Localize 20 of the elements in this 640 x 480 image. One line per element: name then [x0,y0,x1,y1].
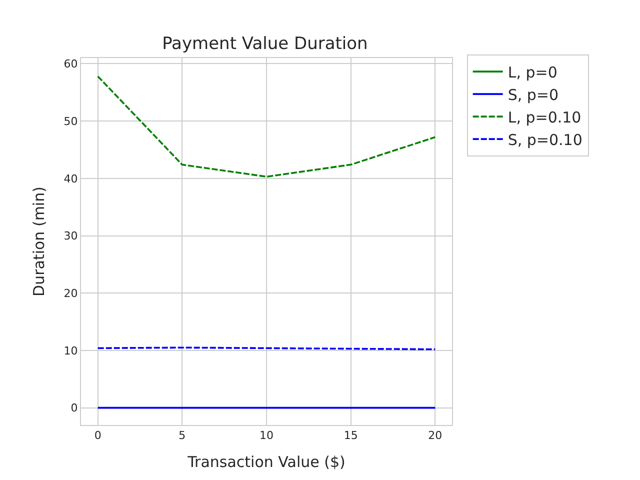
y-tick-label: 30 [64,230,78,243]
line-series [96,75,436,178]
y-tick-label: 40 [64,172,78,186]
x-tick-label: 20 [428,429,442,442]
legend-label: L, p=0.10 [508,108,582,126]
y-tick-label: 50 [64,114,78,128]
x-tick-label: 5 [178,429,186,442]
y-tick-label: 0 [70,402,78,415]
x-tick-label: 15 [344,429,358,442]
chart-title: Payment Value Duration [162,34,368,54]
x-axis-title: Transaction Value ($) [186,453,346,472]
legend-label: S, p=0.10 [508,130,582,149]
y-tick-label: 10 [64,344,78,358]
y-tick-label: 60 [64,58,78,71]
legend-label: L, p=0 [508,63,558,82]
x-tick-label: 0 [94,429,102,442]
y-axis-title: Duration (min) [30,186,48,296]
x-tick-label: 10 [260,429,274,442]
y-tick-label: 20 [64,286,78,300]
legend-label: S, p=0 [508,86,559,104]
